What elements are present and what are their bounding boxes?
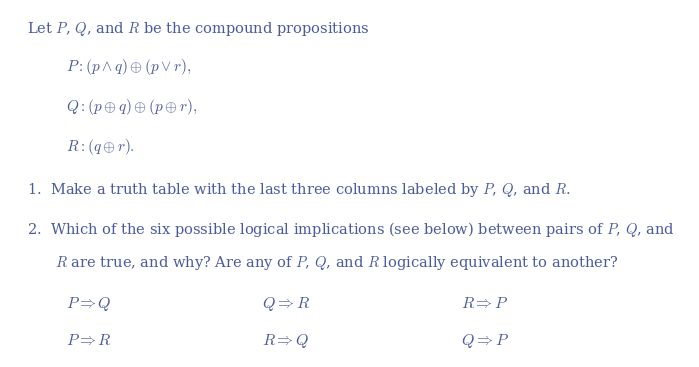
Text: $R : (q \oplus r).$: $R : (q \oplus r).$ bbox=[66, 137, 136, 156]
Text: 1.  Make a truth table with the last three columns labeled by $P$, $Q$, and $R$.: 1. Make a truth table with the last thre… bbox=[27, 181, 570, 199]
Text: $R$ are true, and why? Are any of $P$, $Q$, and $R$ logically equivalent to anot: $R$ are true, and why? Are any of $P$, $… bbox=[55, 254, 618, 272]
Text: $R \Rightarrow P$: $R \Rightarrow P$ bbox=[461, 295, 509, 312]
Text: $P \Rightarrow R$: $P \Rightarrow R$ bbox=[66, 332, 113, 349]
Text: $R \Rightarrow Q$: $R \Rightarrow Q$ bbox=[262, 332, 310, 350]
Text: $P : (p \wedge q) \oplus (p \vee r),$: $P : (p \wedge q) \oplus (p \vee r),$ bbox=[66, 57, 192, 77]
Text: $Q \Rightarrow P$: $Q \Rightarrow P$ bbox=[461, 332, 510, 350]
Text: 2.  Which of the six possible logical implications (see below) between pairs of : 2. Which of the six possible logical imp… bbox=[27, 220, 675, 239]
Text: $Q \Rightarrow R$: $Q \Rightarrow R$ bbox=[262, 295, 310, 313]
Text: $P \Rightarrow Q$: $P \Rightarrow Q$ bbox=[66, 295, 112, 313]
Text: $Q : (p \oplus q) \oplus (p \oplus r),$: $Q : (p \oplus q) \oplus (p \oplus r),$ bbox=[66, 97, 198, 117]
Text: Let $P$, $Q$, and $R$ be the compound propositions: Let $P$, $Q$, and $R$ be the compound pr… bbox=[27, 20, 369, 38]
